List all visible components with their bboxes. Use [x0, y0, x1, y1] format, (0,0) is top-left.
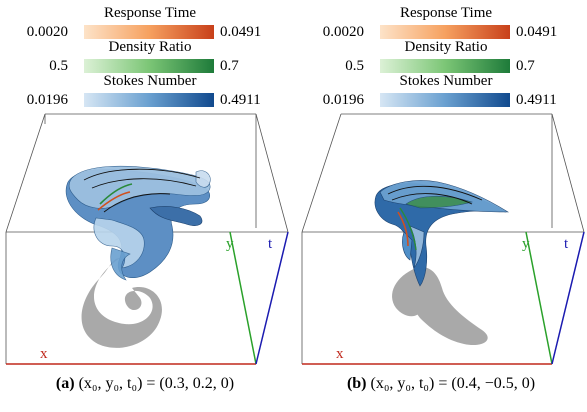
- colorbar-min-stokes-number: 0.0196: [26, 92, 68, 108]
- colorbar-min-density-ratio: 0.5: [345, 58, 364, 74]
- subfigure-formula: (x₀, y₀, t₀) = (0.3, 0.2, 0): [78, 375, 235, 392]
- pathline-surface: [65, 165, 211, 281]
- surface-shadow: [81, 258, 162, 348]
- pathline-surface: [374, 180, 510, 287]
- colorbar-stokes-number: [84, 93, 214, 107]
- colorbar-min-response-time: 0.0020: [26, 24, 68, 40]
- colorbar-response-time: [84, 25, 214, 39]
- colorbar-min-density-ratio: 0.5: [49, 58, 68, 74]
- colorbar-density-ratio: [84, 59, 214, 73]
- t-axis-label: t: [564, 236, 569, 252]
- surface-shadow: [392, 267, 488, 346]
- subfigure-label: (b): [346, 375, 367, 392]
- colorbar-title-density-ratio: Density Ratio: [108, 39, 192, 55]
- colorbar-title-stokes-number: Stokes Number: [399, 73, 493, 89]
- x-axis-label: x: [336, 346, 344, 362]
- x-axis-label: x: [40, 346, 48, 362]
- colorbar-max-density-ratio: 0.7: [220, 58, 239, 74]
- y-axis-label: y: [522, 236, 530, 252]
- bounding-box: [5, 113, 289, 364]
- colorbar-response-time: [380, 25, 510, 39]
- colorbar-title-response-time: Response Time: [103, 5, 197, 21]
- 3d-scene: x y t: [0, 108, 290, 374]
- subfigure-caption: (a) (x₀, y₀, t₀) = (0.3, 0.2, 0): [0, 374, 290, 394]
- t-axis: [255, 231, 289, 365]
- y-axis: [525, 231, 553, 365]
- colorbar-max-response-time: 0.0491: [220, 24, 262, 40]
- colorbar-title-stokes-number: Stokes Number: [103, 73, 197, 89]
- t-axis-label: t: [268, 236, 273, 252]
- t-axis: [551, 231, 585, 365]
- subfigure-formula: (x₀, y₀, t₀) = (0.4, −0.5, 0): [370, 375, 536, 392]
- colorbar-max-density-ratio: 0.7: [516, 58, 535, 74]
- colorbar-min-response-time: 0.0020: [322, 24, 364, 40]
- colorbar-title-response-time: Response Time: [399, 5, 493, 21]
- colorbar-max-stokes-number: 0.4911: [516, 92, 557, 108]
- bounding-box-front: [44, 114, 257, 228]
- colorbar-stokes-number: [380, 93, 510, 107]
- colorbar-legend: Response Time 0.0020 0.0491 Density Rati…: [296, 4, 586, 109]
- 3d-scene: x y t: [296, 108, 586, 374]
- bounding-box: [301, 113, 585, 364]
- colorbar-title-density-ratio: Density Ratio: [404, 39, 488, 55]
- panel-b: Response Time 0.0020 0.0491 Density Rati…: [296, 0, 586, 412]
- subfigure-label: (a): [55, 375, 75, 392]
- colorbar-min-stokes-number: 0.0196: [322, 92, 364, 108]
- colorbar-max-response-time: 0.0491: [516, 24, 558, 40]
- colorbar-legend: Response Time 0.0020 0.0491 Density Rati…: [0, 4, 290, 109]
- colorbar-density-ratio: [380, 59, 510, 73]
- bounding-box-render: x y t: [301, 113, 585, 365]
- panel-a: Response Time 0.0020 0.0491 Density Rati…: [0, 0, 290, 412]
- y-axis: [229, 231, 257, 365]
- y-axis-label: y: [226, 236, 234, 252]
- bounding-box-render: x y t: [5, 113, 289, 365]
- subfigure-caption: (b) (x₀, y₀, t₀) = (0.4, −0.5, 0): [296, 374, 586, 394]
- colorbar-max-stokes-number: 0.4911: [220, 92, 261, 108]
